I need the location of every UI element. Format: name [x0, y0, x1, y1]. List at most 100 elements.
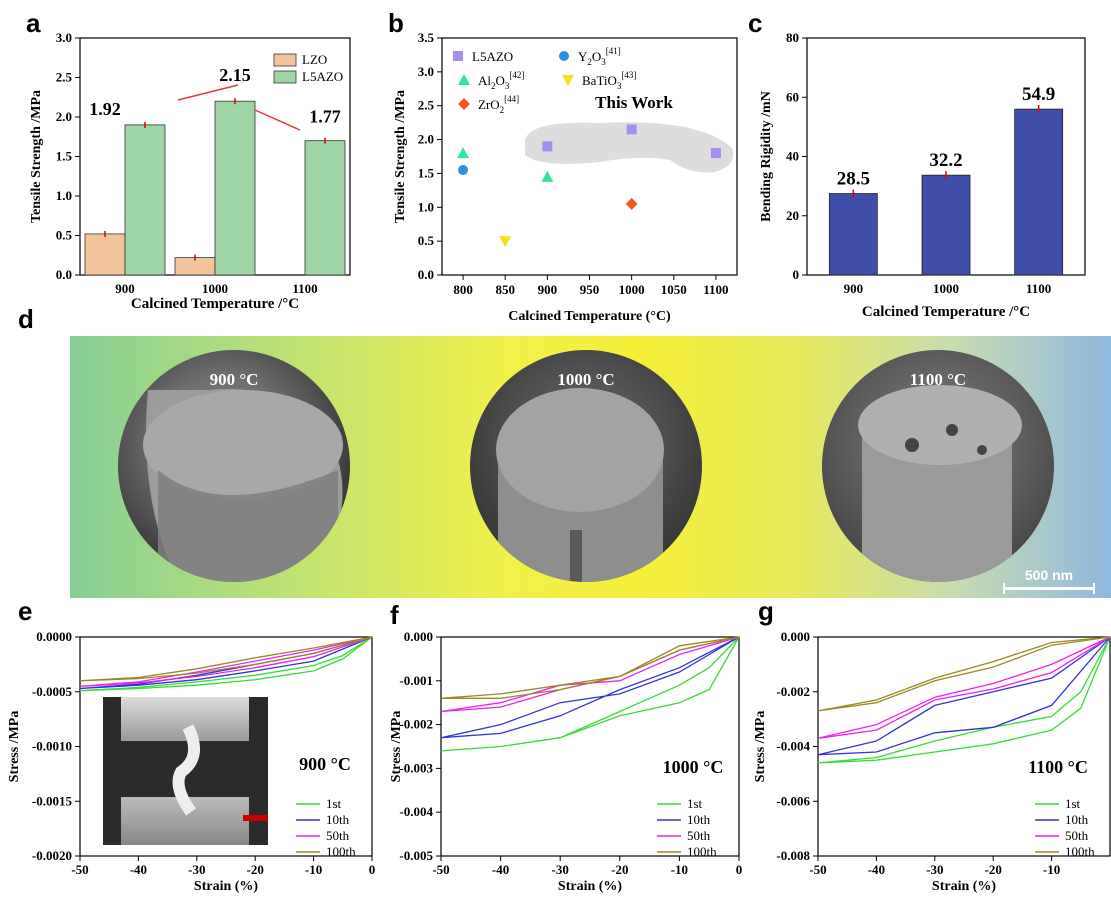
chart-g-xtick-label: -40 [868, 862, 885, 877]
chart-b-ytick-label: 2.5 [418, 98, 435, 113]
chart-f-xlabel: Strain (%) [558, 879, 623, 894]
chart-a-ytick-label: 0.0 [56, 267, 72, 282]
chart-g-ytick-label: -0.006 [776, 793, 810, 808]
chart-g-series-line [817, 636, 1111, 756]
chart-b-legend-label: Y2O3[41] [578, 46, 621, 67]
chart-g-xlabel: Strain (%) [932, 879, 997, 894]
scale-bar-label: 500 nm [1024, 567, 1074, 583]
sem-fiber-1000-icon [496, 388, 664, 582]
chart-a-ytick-label: 2.0 [56, 109, 72, 124]
chart-e-legend-label: 10th [326, 812, 350, 827]
chart-f-temperature-label: 1000 °C [663, 757, 724, 777]
chart-c-ylabel: Bending Rigidity /mN [759, 91, 774, 222]
panel-letter-e: e [18, 596, 33, 626]
chart-c-ytick-label: 40 [786, 149, 799, 164]
chart-e-xtick-label: -50 [71, 862, 88, 877]
chart-a-bar [84, 233, 126, 276]
chart-f-legend-label: 100th [687, 844, 717, 859]
chart-b-legend-label: L5AZO [472, 49, 513, 64]
chart-c-ytick-label: 20 [786, 208, 799, 223]
scale-bar: 500 nm [1003, 567, 1095, 594]
chart-b-point [626, 124, 637, 135]
chart-f-ytick-label: -0.001 [399, 673, 433, 688]
chart-b-point [710, 148, 721, 159]
chart-g-xtick-label: -20 [985, 862, 1002, 877]
chart-a-annotation: 2.15 [219, 65, 251, 85]
chart-b-xtick-label: 950 [580, 282, 600, 297]
chart-g-series-line [817, 636, 1111, 712]
chart-g-ytick-label: 0.000 [781, 629, 810, 644]
chart-e-xlabel: Strain (%) [194, 879, 259, 894]
chart-b-point [541, 170, 554, 182]
chart-e-legend-label: 1st [326, 796, 342, 811]
panel-letter-a: a [26, 8, 41, 38]
chart-f-legend-label: 1st [687, 796, 703, 811]
chart-c-ytick-label: 80 [786, 30, 799, 45]
chart-f-xtick-label: -40 [492, 862, 509, 877]
chart-b-point [542, 141, 553, 152]
chart-c-annotation: 28.5 [837, 169, 870, 190]
chart-g-temperature-label: 1100 °C [1028, 757, 1088, 777]
panel-letter-b: b [388, 8, 404, 38]
chart-a-bar [214, 100, 256, 276]
chart-f-plot-frame [440, 636, 740, 857]
chart-e-xtick-label: -40 [130, 862, 147, 877]
chart-b-ytick-label: 1.5 [418, 165, 435, 180]
chart-b-legend-marker [453, 51, 463, 61]
chart-a-annotation: 1.77 [309, 107, 341, 127]
chart-c-xtick-label: 900 [844, 281, 864, 296]
chart-a-ytick-label: 3.0 [56, 30, 72, 45]
chart-e-ytick-label: -0.0005 [32, 684, 73, 699]
chart-b-xtick-label: 1000 [619, 282, 645, 297]
chart-b-annotation: This Work [595, 93, 673, 112]
chart-e-ytick-label: -0.0015 [32, 793, 73, 808]
chart-c-ytick-label: 0 [793, 267, 800, 282]
chart-f-series-line [440, 636, 740, 699]
chart-g-legend-label: 10th [1065, 812, 1089, 827]
chart-f-ytick-label: -0.004 [399, 804, 433, 819]
chart-c-bar [828, 193, 878, 276]
chart-g-ylabel: Stress /MPa [753, 711, 768, 783]
chart-e-xtick-label: 0 [369, 862, 376, 877]
chart-a-annotation: 1.92 [89, 99, 121, 119]
chart-g-legend-label: 1st [1065, 796, 1081, 811]
chart-c-ytick-label: 60 [786, 89, 799, 104]
tensile-test-photo [103, 697, 268, 845]
chart-e-ytick-label: -0.0020 [32, 848, 72, 863]
chart-b-highlight-region [525, 122, 734, 173]
chart-e-ylabel: Stress /MPa [7, 711, 22, 783]
chart-c-xlabel: Calcined Temperature /°C [862, 304, 1030, 320]
chart-f-ytick-label: 0.000 [404, 629, 433, 644]
chart-b-legend-marker [458, 74, 470, 85]
chart-a-ytick-label: 0.5 [56, 228, 73, 243]
chart-a-xtick-label: 900 [115, 281, 135, 296]
chart-a-arrow-up [177, 84, 239, 101]
chart-f-ytick-label: -0.003 [399, 760, 433, 775]
sem-image-900: 900 °C [118, 350, 350, 582]
chart-g-ytick-label: -0.002 [776, 684, 810, 699]
chart-b-xlabel: Calcined Temperature (°C) [508, 309, 671, 324]
chart-b-xtick-label: 1050 [661, 282, 687, 297]
sem-fiber-1100-icon [858, 385, 1022, 582]
panel-letter-f: f [390, 600, 399, 630]
chart-e-series-line [79, 636, 373, 682]
chart-b-legend-marker [559, 51, 569, 61]
chart-c-annotation: 32.2 [929, 150, 962, 171]
sem-label-1100: 1100 °C [909, 370, 967, 389]
chart-g-xtick-label: -10 [1043, 862, 1060, 877]
chart-f-legend-label: 10th [687, 812, 711, 827]
chart-a-xtick-label: 1100 [292, 281, 317, 296]
chart-c-bar [921, 174, 971, 276]
chart-f-xtick-label: -10 [671, 862, 688, 877]
chart-b-point [499, 236, 512, 248]
sample-strip-icon [172, 724, 268, 821]
sem-label-900: 900 °C [209, 370, 259, 389]
chart-b-xtick-label: 900 [538, 282, 558, 297]
chart-a-ytick-label: 1.0 [56, 188, 72, 203]
chart-b-point [457, 147, 470, 159]
sem-fiber-900-icon [143, 388, 343, 582]
chart-b-ytick-label: 1.0 [418, 199, 434, 214]
sem-panel: 900 °C 1000 °C 1100 °C 500 nm [70, 336, 1111, 598]
